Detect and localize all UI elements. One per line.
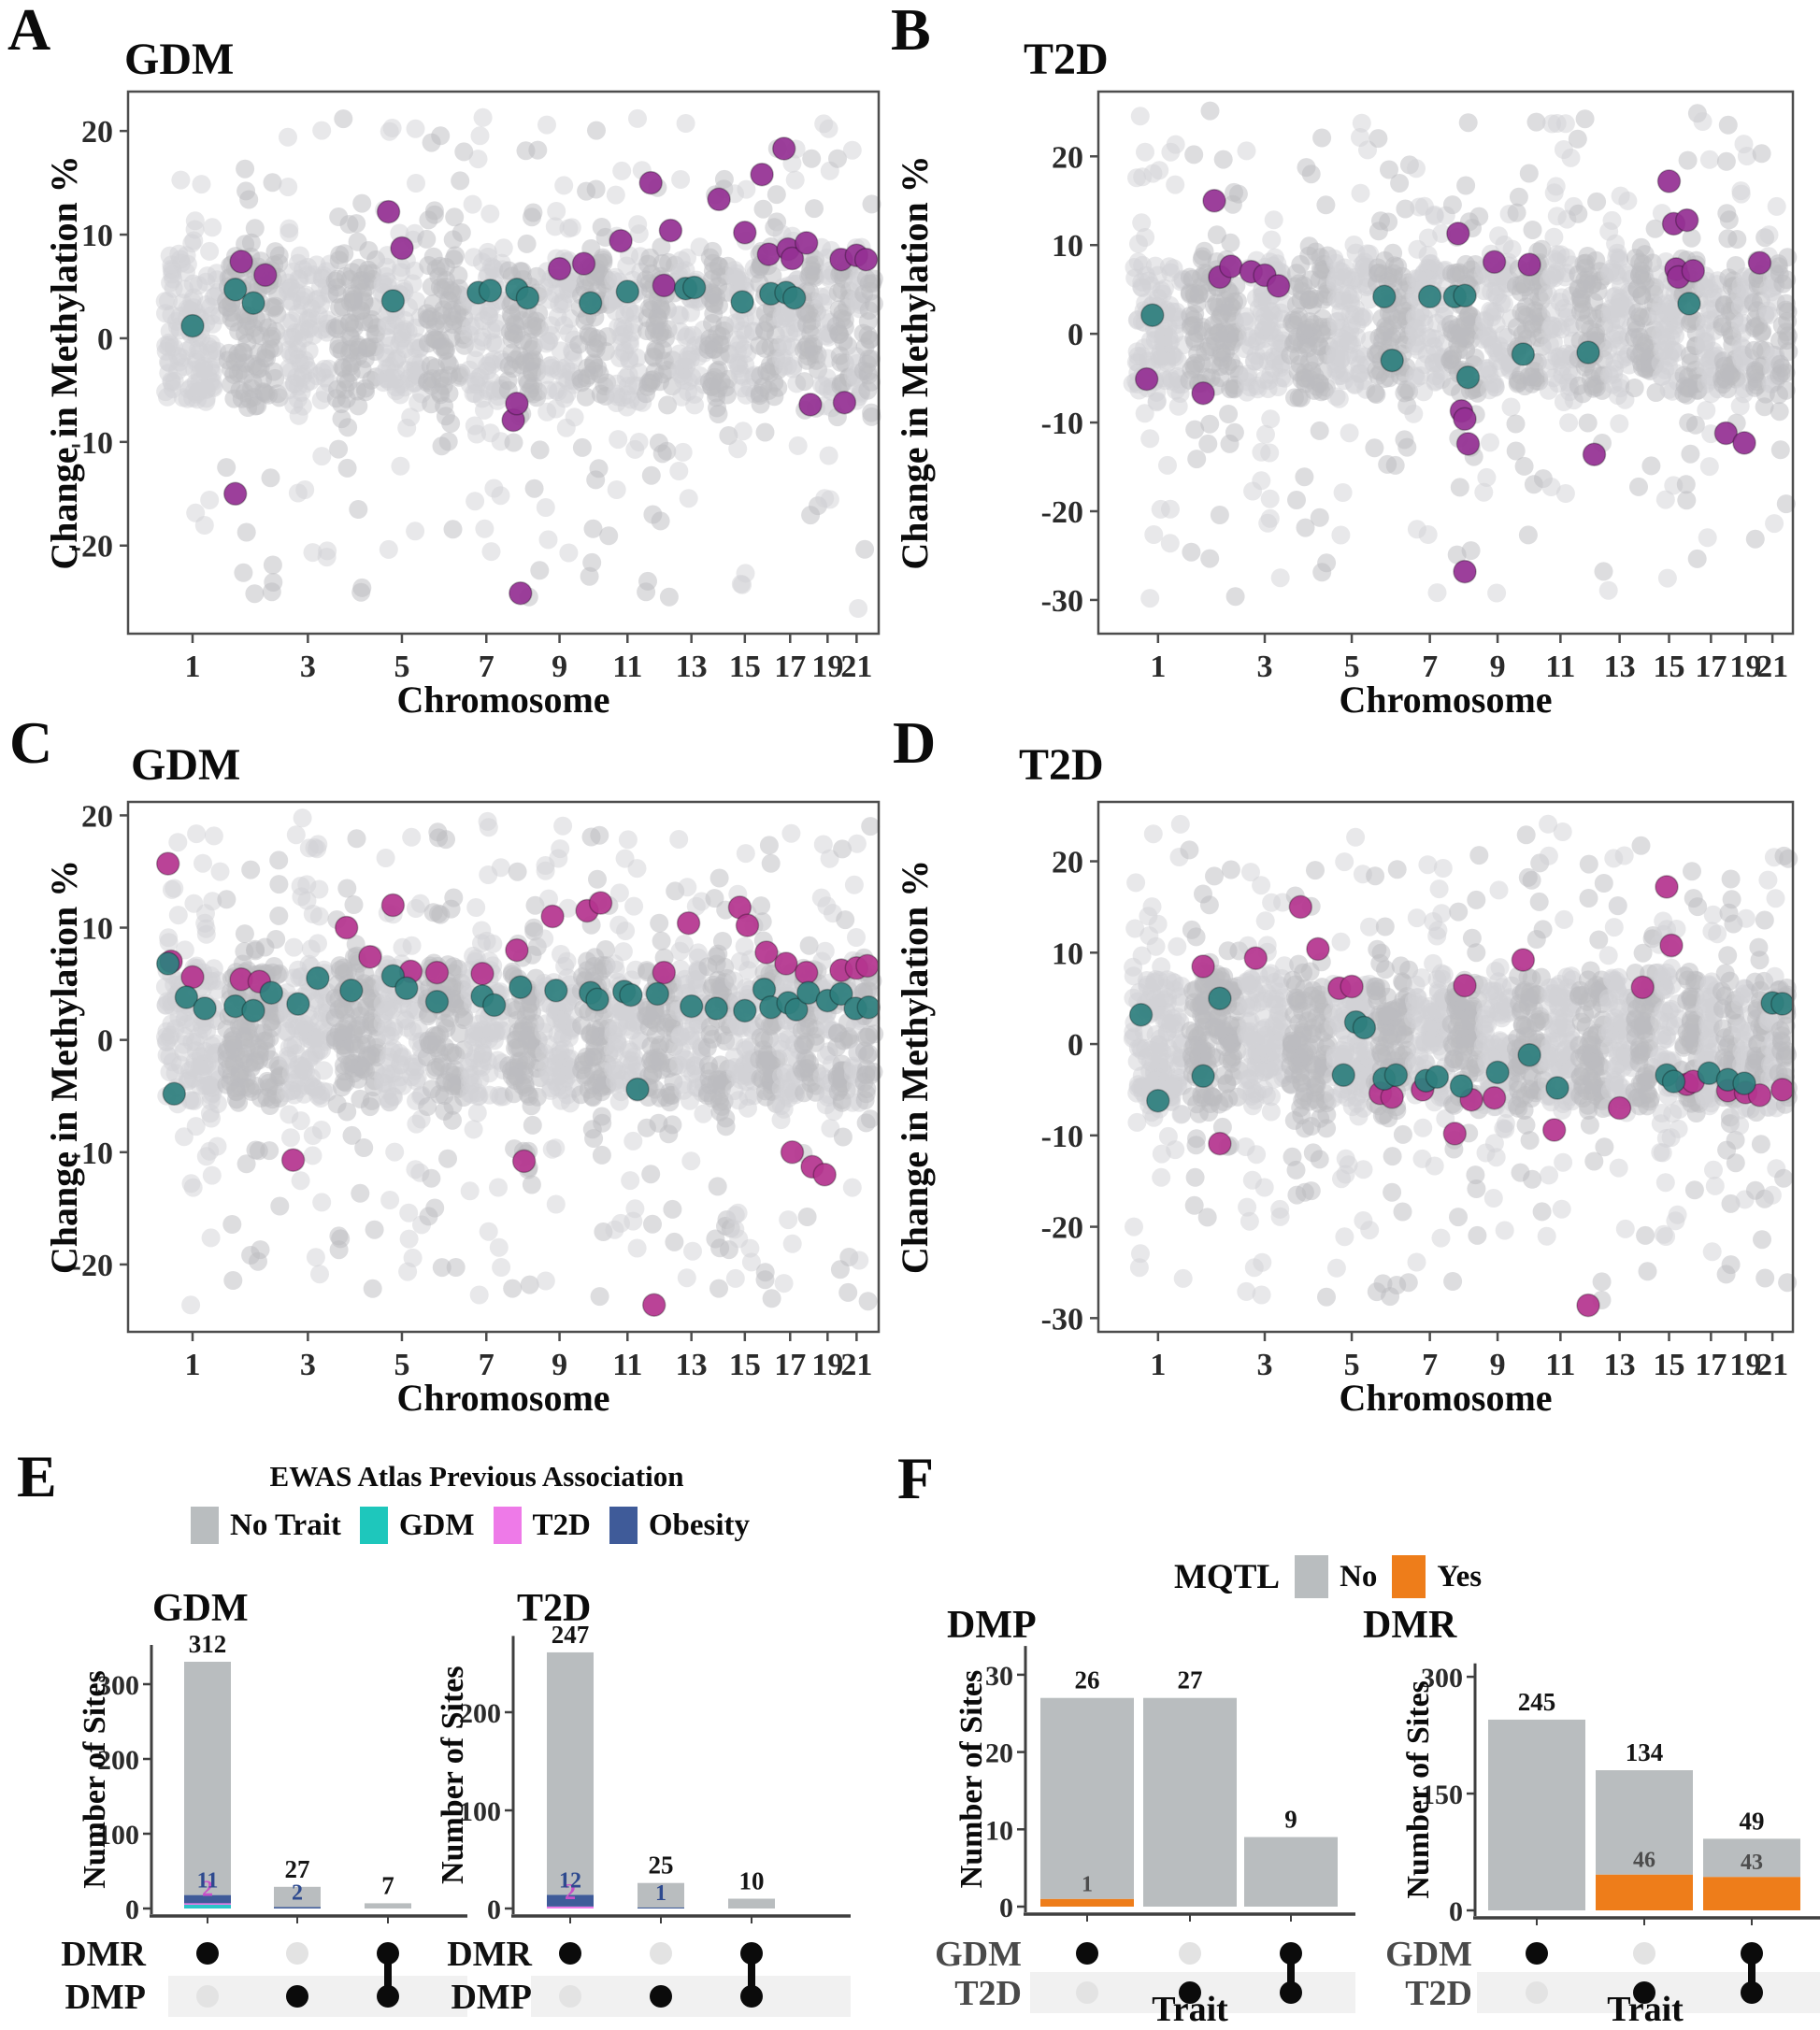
svg-text:Change in Methylation %: Change in Methylation % [49, 155, 85, 569]
svg-text:-20: -20 [1041, 495, 1083, 530]
mqtl-no-label: No [1340, 1559, 1378, 1594]
no-trait-swatch [191, 1507, 219, 1544]
obesity-swatch [609, 1507, 638, 1544]
svg-text:19: 19 [1729, 650, 1761, 684]
svg-text:17: 17 [1695, 650, 1727, 684]
legend-item-no-trait: No Trait [191, 1507, 341, 1544]
svg-text:11: 11 [1545, 650, 1575, 684]
mqtl-yes-label: Yes [1437, 1559, 1483, 1594]
svg-text:11: 11 [612, 650, 642, 684]
svg-text:10: 10 [81, 219, 113, 253]
panel-c-title: GDM [131, 740, 241, 790]
svg-text:1: 1 [1150, 650, 1166, 684]
svg-text:Chromosome: Chromosome [1339, 679, 1552, 721]
legend-item-obesity: Obesity [609, 1507, 750, 1544]
gdm-swatch [359, 1507, 388, 1544]
svg-text:9: 9 [552, 650, 567, 684]
svg-text:15: 15 [729, 650, 761, 684]
panel-label-e: E [17, 1443, 57, 1509]
panel-b-title: T2D [1024, 35, 1109, 84]
panel-d-title: T2D [1019, 740, 1104, 790]
legend-item-gdm: GDM [359, 1507, 475, 1544]
legend-item-t2d: T2D [493, 1507, 591, 1544]
gdm-label: GDM [398, 1508, 475, 1542]
no-trait-label: No Trait [230, 1508, 341, 1542]
mqtl-no-swatch [1295, 1555, 1329, 1598]
panel-label-d: D [893, 709, 937, 776]
ewas-legend: No Trait GDM T2D Obesity [191, 1507, 750, 1544]
mqtl-yes-swatch [1392, 1555, 1426, 1598]
svg-text:7: 7 [479, 650, 494, 684]
svg-text:0: 0 [97, 322, 113, 357]
ewas-legend-title: EWAS Atlas Previous Association [269, 1460, 684, 1493]
svg-text:21: 21 [1756, 650, 1788, 684]
svg-text:3: 3 [300, 650, 316, 684]
svg-text:3: 3 [1256, 650, 1272, 684]
svg-text:7: 7 [1422, 650, 1438, 684]
obesity-label: Obesity [648, 1508, 751, 1542]
legend-item-mqtl-no: No [1295, 1555, 1377, 1598]
svg-text:20: 20 [1052, 140, 1083, 175]
svg-text:-10: -10 [1041, 407, 1083, 441]
panel-label-f: F [897, 1445, 935, 1511]
panel-a-title: GDM [124, 35, 235, 84]
svg-text:17: 17 [774, 650, 806, 684]
svg-text:21: 21 [840, 650, 872, 684]
mqtl-legend-title: MQTL [1174, 1557, 1281, 1596]
panel-label-b: B [891, 0, 931, 63]
panel-label-c: C [9, 709, 53, 776]
svg-text:5: 5 [1344, 650, 1360, 684]
panel-label-a: A [7, 0, 51, 63]
svg-text:10: 10 [1052, 229, 1083, 264]
svg-text:5: 5 [394, 650, 409, 684]
svg-text:13: 13 [676, 650, 708, 684]
svg-text:-20: -20 [71, 530, 113, 565]
svg-text:20: 20 [81, 115, 113, 150]
svg-text:0: 0 [1068, 318, 1083, 352]
t2d-label: T2D [532, 1508, 591, 1542]
svg-text:-30: -30 [1041, 584, 1083, 619]
svg-text:9: 9 [1490, 650, 1506, 684]
svg-text:-10: -10 [71, 426, 113, 461]
svg-text:15: 15 [1654, 650, 1685, 684]
svg-text:Change in Methylation %: Change in Methylation % [897, 155, 936, 569]
legend-item-mqtl-yes: Yes [1392, 1555, 1482, 1598]
t2d-swatch [493, 1507, 522, 1544]
svg-text:1: 1 [184, 650, 200, 684]
mqtl-legend: MQTL No Yes [1174, 1555, 1482, 1598]
svg-text:Chromosome: Chromosome [396, 679, 609, 721]
svg-text:13: 13 [1604, 650, 1636, 684]
svg-text:19: 19 [811, 650, 843, 684]
